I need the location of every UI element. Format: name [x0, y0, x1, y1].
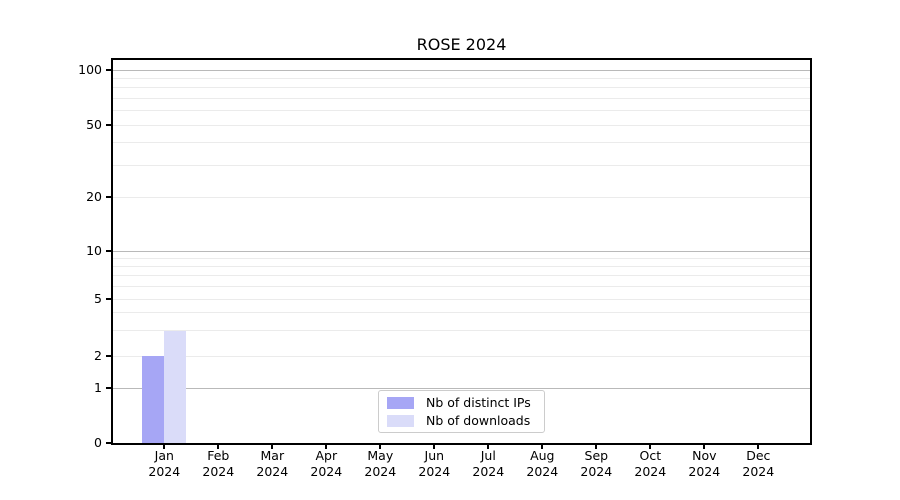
- gridline-major: [113, 387, 810, 389]
- chart-title: ROSE 2024: [416, 35, 507, 54]
- month-label: Nov: [692, 448, 717, 463]
- y-tick-label: 100: [78, 62, 102, 77]
- x-tick-mark: [703, 443, 706, 449]
- x-tick-label: Aug 2024: [512, 448, 572, 480]
- month-label: Jun: [424, 448, 445, 463]
- y-tick-mark: [106, 124, 113, 126]
- legend: Nb of distinct IPs Nb of downloads: [378, 390, 545, 433]
- month-label: Jan: [154, 448, 174, 463]
- y-tick-mark: [106, 250, 113, 252]
- year-label: 2024: [580, 464, 613, 479]
- x-tick-label: Feb 2024: [188, 448, 248, 480]
- legend-entry-distinct-ips: Nb of distinct IPs: [387, 395, 536, 410]
- gridline-minor: [113, 285, 810, 287]
- year-label: 2024: [418, 464, 451, 479]
- gridline-minor: [113, 124, 810, 126]
- x-tick-mark: [379, 443, 382, 449]
- x-tick-label: Sep 2024: [566, 448, 626, 480]
- x-tick-label: Jul 2024: [458, 448, 518, 480]
- year-label: 2024: [688, 464, 721, 479]
- y-tick-label: 1: [94, 380, 102, 395]
- gridline-minor: [113, 257, 810, 259]
- month-label: Jul: [480, 448, 496, 463]
- legend-swatch-downloads: [387, 414, 414, 427]
- x-tick-mark: [595, 443, 598, 449]
- x-tick-mark: [433, 443, 436, 449]
- month-label: May: [367, 448, 394, 463]
- gridline-minor: [113, 97, 810, 99]
- plot-area: Nb of distinct IPs Nb of downloads: [111, 58, 812, 445]
- x-tick-mark: [649, 443, 652, 449]
- gridline-minor: [113, 142, 810, 144]
- gridline-minor: [113, 164, 810, 166]
- gridline-minor: [113, 275, 810, 277]
- bar-distinct-ips: [142, 356, 165, 443]
- x-tick-label: Dec 2024: [728, 448, 788, 480]
- y-tick-mark: [106, 387, 113, 389]
- x-tick-mark: [325, 443, 328, 449]
- x-tick-label: Oct 2024: [620, 448, 680, 480]
- year-label: 2024: [256, 464, 289, 479]
- year-label: 2024: [202, 464, 235, 479]
- bar-downloads: [164, 330, 187, 443]
- month-label: Dec: [746, 448, 771, 463]
- x-tick-mark: [487, 443, 490, 449]
- x-tick-label: May 2024: [350, 448, 410, 480]
- y-tick-mark: [106, 298, 113, 300]
- x-tick-label: Apr 2024: [296, 448, 356, 480]
- year-label: 2024: [310, 464, 343, 479]
- y-tick-label: 10: [86, 243, 102, 258]
- year-label: 2024: [634, 464, 667, 479]
- x-tick-label: Jan 2024: [134, 448, 194, 480]
- x-tick-label: Nov 2024: [674, 448, 734, 480]
- legend-swatch-distinct-ips: [387, 396, 414, 409]
- y-tick-label: 2: [94, 348, 102, 363]
- x-tick-mark: [217, 443, 220, 449]
- x-tick-mark: [757, 443, 760, 449]
- y-tick-label: 5: [94, 291, 102, 306]
- month-label: Feb: [207, 448, 230, 463]
- month-label: Apr: [315, 448, 338, 463]
- y-tick-mark: [106, 196, 113, 198]
- y-tick-mark: [106, 442, 113, 444]
- month-label: Oct: [639, 448, 662, 463]
- x-tick-mark: [163, 443, 166, 449]
- y-tick-label: 20: [86, 189, 102, 204]
- x-tick-label: Mar 2024: [242, 448, 302, 480]
- x-tick-label: Jun 2024: [404, 448, 464, 480]
- gridline-minor: [113, 330, 810, 332]
- month-label: Mar: [260, 448, 285, 463]
- month-label: Aug: [530, 448, 555, 463]
- gridline-major: [113, 69, 810, 71]
- year-label: 2024: [364, 464, 397, 479]
- month-label: Sep: [584, 448, 609, 463]
- year-label: 2024: [148, 464, 181, 479]
- legend-label-downloads: Nb of downloads: [426, 413, 531, 428]
- year-label: 2024: [742, 464, 775, 479]
- y-tick-label: 50: [86, 117, 102, 132]
- gridline-minor: [113, 312, 810, 314]
- y-tick-label: 0: [94, 435, 102, 450]
- gridline-minor: [113, 355, 810, 357]
- year-label: 2024: [472, 464, 505, 479]
- gridline-minor: [113, 77, 810, 79]
- y-tick-mark: [106, 69, 113, 71]
- legend-entry-downloads: Nb of downloads: [387, 413, 536, 428]
- gridline-minor: [113, 265, 810, 267]
- x-tick-mark: [541, 443, 544, 449]
- gridline-major: [113, 250, 810, 252]
- y-tick-mark: [106, 355, 113, 357]
- gridline-minor: [113, 196, 810, 198]
- x-tick-mark: [271, 443, 274, 449]
- gridline-minor: [113, 298, 810, 300]
- year-label: 2024: [526, 464, 559, 479]
- legend-label-distinct-ips: Nb of distinct IPs: [426, 395, 531, 410]
- gridline-minor: [113, 110, 810, 112]
- gridline-minor: [113, 87, 810, 89]
